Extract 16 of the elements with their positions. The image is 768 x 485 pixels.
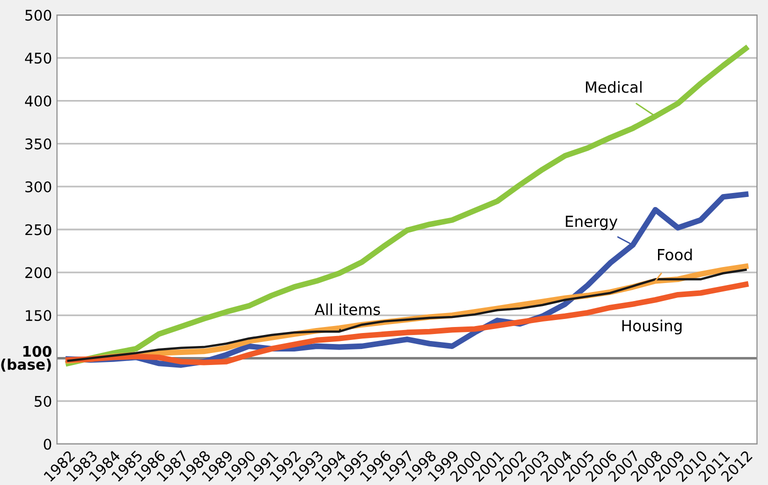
series-label: All items xyxy=(314,303,380,316)
y-tick-label: 500 xyxy=(25,10,52,21)
series-label: Medical xyxy=(586,81,642,93)
series-label: Housing xyxy=(622,320,682,334)
y-tick-label: 300 xyxy=(25,181,52,192)
y-tick-label: 0 xyxy=(44,438,52,450)
y-tick-label: 200 xyxy=(25,267,52,278)
y-tick-label: 100 (base) xyxy=(1,346,52,372)
y-tick-label: 250 xyxy=(25,224,52,236)
series-label: Energy xyxy=(566,216,618,230)
y-tick-label: 150 xyxy=(26,310,52,322)
y-tick-label: 450 xyxy=(25,52,52,64)
series-label: Food xyxy=(658,248,692,260)
y-tick-label: 50 xyxy=(34,396,52,407)
y-tick-label: 350 xyxy=(25,138,52,150)
y-tick-label: 400 xyxy=(25,96,52,107)
